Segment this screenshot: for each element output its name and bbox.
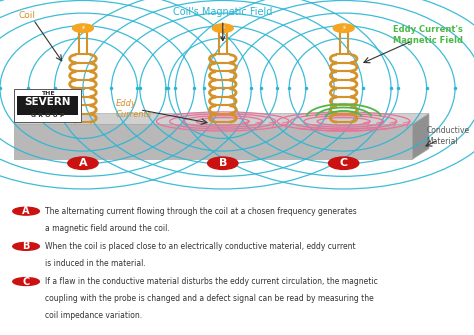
Polygon shape <box>14 124 412 159</box>
Text: Coil: Coil <box>19 11 36 20</box>
Text: A: A <box>79 158 87 168</box>
Circle shape <box>333 24 354 32</box>
Text: Eddy Current's
Magnetic Field: Eddy Current's Magnetic Field <box>393 25 464 45</box>
Circle shape <box>328 157 359 170</box>
Text: coupling with the probe is changed and a defect signal can be read by measuring : coupling with the probe is changed and a… <box>45 294 374 303</box>
FancyBboxPatch shape <box>14 89 81 122</box>
Polygon shape <box>412 114 429 159</box>
Text: A: A <box>22 206 30 216</box>
Text: a magnetic field around the coil.: a magnetic field around the coil. <box>45 223 170 232</box>
FancyBboxPatch shape <box>17 96 78 115</box>
Text: ⚡: ⚡ <box>341 25 346 31</box>
Circle shape <box>208 157 238 170</box>
Circle shape <box>212 24 233 32</box>
Text: Conductive
Material: Conductive Material <box>427 126 470 146</box>
Text: B: B <box>22 241 30 251</box>
Text: SEVERN: SEVERN <box>24 97 71 107</box>
Text: THE: THE <box>41 91 54 96</box>
Circle shape <box>68 157 98 170</box>
Text: G R O U P: G R O U P <box>31 113 64 118</box>
Text: Coil's Magnetic Field: Coil's Magnetic Field <box>173 7 273 41</box>
Polygon shape <box>14 114 429 124</box>
Circle shape <box>13 243 39 250</box>
Text: is induced in the material.: is induced in the material. <box>45 259 146 268</box>
Text: ⚡: ⚡ <box>81 25 85 31</box>
Text: Eddy
Currents: Eddy Currents <box>116 99 152 119</box>
Text: If a flaw in the conductive material disturbs the eddy current circulation, the : If a flaw in the conductive material dis… <box>45 277 378 286</box>
Text: When the coil is placed close to an electrically conductive material, eddy curre: When the coil is placed close to an elec… <box>45 242 356 251</box>
Text: C: C <box>22 276 30 286</box>
Circle shape <box>73 24 93 32</box>
Text: ⚡: ⚡ <box>220 25 225 31</box>
Text: coil impedance variation.: coil impedance variation. <box>45 311 142 320</box>
Text: C: C <box>339 158 348 168</box>
Circle shape <box>13 207 39 215</box>
Text: B: B <box>219 158 227 168</box>
Text: The alternating current flowing through the coil at a chosen frequency generates: The alternating current flowing through … <box>45 207 357 216</box>
Circle shape <box>13 278 39 285</box>
